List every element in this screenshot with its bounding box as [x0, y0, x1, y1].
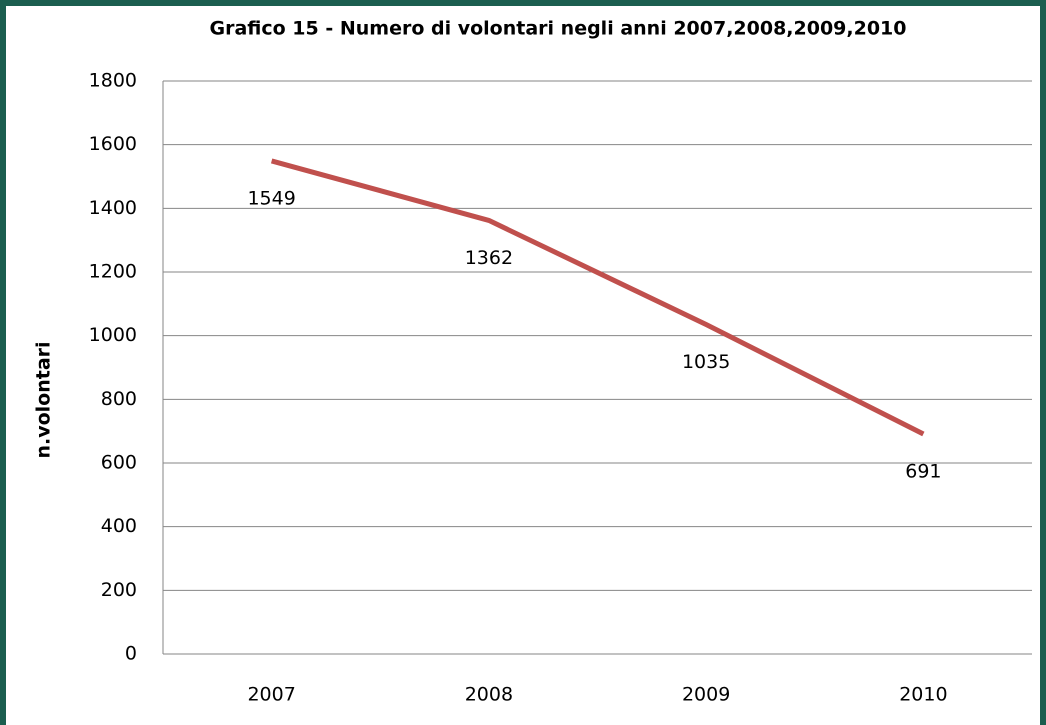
y-tick-label: 1600 [89, 133, 137, 155]
y-tick-label: 0 [125, 643, 137, 665]
y-tick-label: 600 [101, 452, 137, 474]
x-tick-label: 2010 [899, 684, 947, 706]
y-tick-label: 200 [101, 579, 137, 601]
x-tick-label: 2007 [247, 684, 295, 706]
x-tick-label: 2009 [682, 684, 730, 706]
y-tick-label: 1400 [89, 197, 137, 219]
y-tick-label: 800 [101, 388, 137, 410]
data-label: 691 [905, 461, 941, 483]
data-label: 1549 [247, 187, 295, 209]
data-label: 1035 [682, 351, 730, 373]
y-axis-label: n.volontari [33, 341, 55, 458]
y-tick-label: 400 [101, 515, 137, 537]
y-tick-label: 1200 [89, 261, 137, 283]
x-tick-label: 2008 [465, 684, 513, 706]
data-line [270, 158, 925, 437]
y-tick-label: 1800 [89, 70, 137, 92]
y-tick-label: 1000 [89, 324, 137, 346]
chart-title: Grafico 15 - Numero di volontari negli a… [210, 18, 907, 40]
data-label: 1362 [465, 247, 513, 269]
